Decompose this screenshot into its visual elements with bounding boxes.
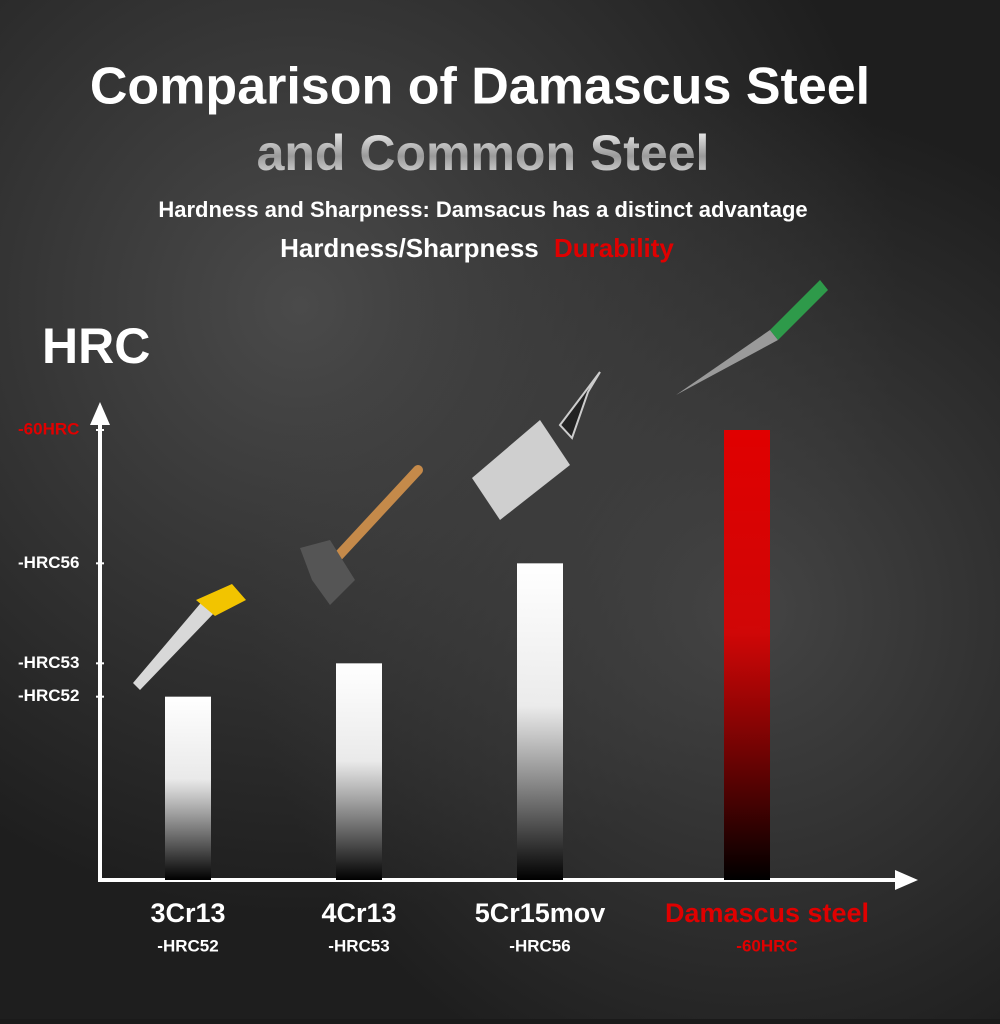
y-tick-label: -60HRC — [18, 419, 79, 438]
title: Comparison of Damascus Steel — [90, 58, 870, 116]
value-label: -HRC53 — [328, 936, 389, 955]
axe-illustration — [300, 465, 423, 605]
x-axis-arrow — [895, 870, 918, 890]
tagline-text: Hardness/Sharpness — [280, 233, 539, 263]
category-label: Damascus steel — [665, 898, 869, 928]
y-axis-arrow — [90, 402, 110, 425]
category-label: 3Cr13 — [150, 898, 225, 928]
cleaver-illustration — [472, 371, 601, 520]
tagline: Hardness/Sharpness Durability — [280, 233, 674, 263]
y-axis-label: HRC — [42, 318, 150, 374]
value-label: -HRC56 — [509, 936, 570, 955]
bar — [165, 696, 211, 880]
value-label: -HRC52 — [157, 936, 218, 955]
subtitle: Hardness and Sharpness: Damsacus has a d… — [158, 197, 807, 222]
category-label: 5Cr15mov — [475, 898, 606, 928]
bar — [336, 663, 382, 880]
saw-illustration — [133, 584, 246, 690]
y-tick-label: -HRC53 — [18, 653, 79, 672]
title-line2: and Common Steel — [257, 125, 710, 181]
y-tick-label: -HRC52 — [18, 686, 79, 705]
bar — [724, 430, 770, 880]
tagline-highlight: Durability — [554, 233, 674, 263]
y-tick-label: -HRC56 — [18, 553, 79, 572]
value-label: -60HRC — [736, 936, 797, 955]
category-label: 4Cr13 — [321, 898, 396, 928]
bar — [517, 563, 563, 880]
knife-illustration — [676, 280, 828, 395]
